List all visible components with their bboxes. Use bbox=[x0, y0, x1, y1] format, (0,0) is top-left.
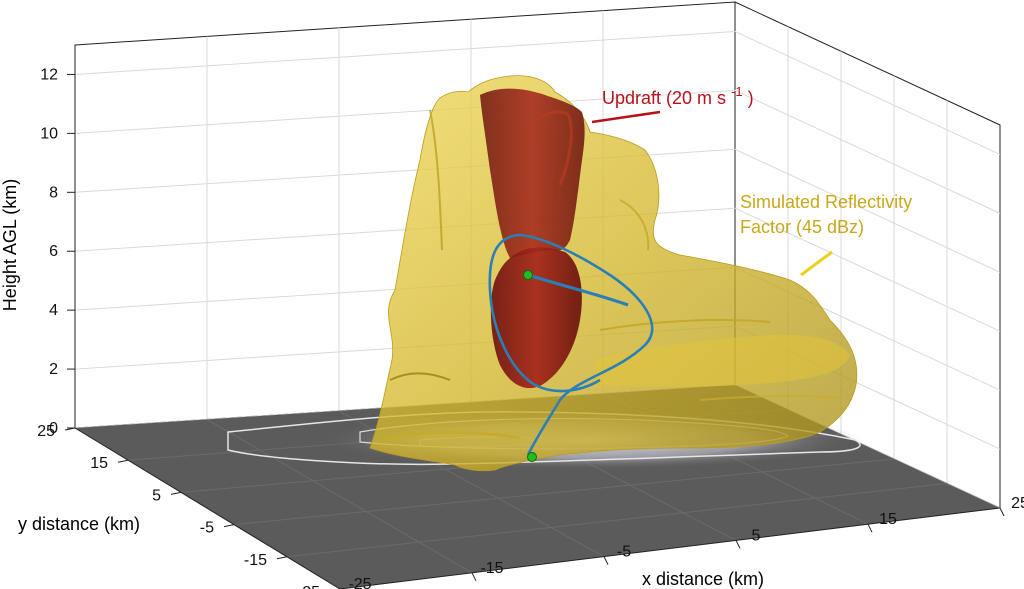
front-floor-edge-y bbox=[74, 427, 341, 589]
grid-line-z-side bbox=[734, 89, 1001, 214]
y-tick-label: 15 bbox=[90, 455, 108, 472]
z-tick-label: 8 bbox=[49, 184, 58, 201]
floor-grid-line-y bbox=[286, 482, 948, 558]
z-tick-label: 2 bbox=[49, 361, 58, 378]
z-tick-label: 6 bbox=[49, 243, 58, 260]
x-tick-label: 25 bbox=[1011, 495, 1024, 512]
y-tick-mark bbox=[276, 556, 288, 560]
z-tick-label: 0 bbox=[49, 420, 58, 437]
grid-line-z bbox=[74, 89, 736, 134]
floor-grid-line-y bbox=[233, 458, 895, 526]
z-tick-label: 10 bbox=[40, 125, 58, 142]
updraft-pointer bbox=[591, 110, 661, 124]
y-axis-label: y distance (km) bbox=[18, 514, 140, 534]
grid-line-z bbox=[74, 30, 736, 75]
y-tick-label: -25 bbox=[297, 584, 320, 589]
x-axis-ticks: -25 -15 -5 5 15 25 bbox=[340, 495, 1024, 589]
y-tick-mark bbox=[64, 427, 76, 431]
grid-line-z-side bbox=[734, 31, 1001, 155]
grid-line-z-side bbox=[734, 207, 1001, 332]
reflectivity-pointer bbox=[800, 250, 833, 277]
y-tick-mark bbox=[170, 491, 182, 495]
updraft-annotation: Updraft (20 m s -1 ) bbox=[591, 80, 754, 124]
z-axis-ticks: 0 2 4 6 8 10 12 bbox=[40, 66, 75, 437]
y-tick-mark bbox=[117, 459, 129, 463]
trajectory-marker-top bbox=[523, 270, 533, 280]
x-tick-mark bbox=[471, 572, 477, 582]
svg-text:Updraft (20 m s -1: Updraft (20 m s -1 ) bbox=[602, 80, 754, 108]
y-tick-label: -15 bbox=[244, 552, 267, 569]
updraft-text: Updraft (20 m s bbox=[602, 88, 726, 108]
reflectivity-annotation: Simulated Reflectivity Factor (45 dBz) bbox=[740, 192, 912, 277]
updraft-isosurface bbox=[480, 88, 585, 389]
y-axis-ticks: 25 15 5 -5 -15 -25 bbox=[37, 423, 340, 589]
updraft-exponent: -1 bbox=[731, 84, 743, 99]
updraft-close: ) bbox=[748, 88, 754, 108]
x-tick-label: -15 bbox=[480, 560, 503, 577]
z-tick-label: 12 bbox=[40, 66, 58, 83]
y-tick-mark bbox=[223, 524, 235, 528]
trajectory-marker-bottom bbox=[527, 452, 537, 462]
y-tick-label: 25 bbox=[37, 423, 55, 440]
grid-line-z-side bbox=[734, 148, 1001, 273]
x-tick-mark bbox=[999, 507, 1005, 517]
y-tick-label: -5 bbox=[200, 520, 214, 537]
x-axis-label: x distance (km) bbox=[642, 569, 764, 589]
reflectivity-line2: Factor (45 dBz) bbox=[740, 217, 864, 237]
x-tick-mark bbox=[603, 556, 609, 565]
x-tick-label: 15 bbox=[879, 511, 897, 528]
trajectory bbox=[488, 233, 654, 462]
z-axis-label: Height AGL (km) bbox=[0, 179, 20, 311]
x-tick-label: 5 bbox=[752, 527, 761, 544]
front-floor-edge-x bbox=[339, 507, 1001, 589]
x-tick-label: -25 bbox=[348, 576, 371, 589]
z-tick-label: 4 bbox=[49, 302, 58, 319]
floor-grid-line-x bbox=[206, 418, 473, 574]
x-tick-mark bbox=[735, 540, 741, 549]
x-tick-label: -5 bbox=[617, 544, 631, 561]
y-tick-label: 5 bbox=[152, 487, 161, 504]
reflectivity-line1: Simulated Reflectivity bbox=[740, 192, 912, 212]
x-tick-mark bbox=[867, 523, 873, 533]
